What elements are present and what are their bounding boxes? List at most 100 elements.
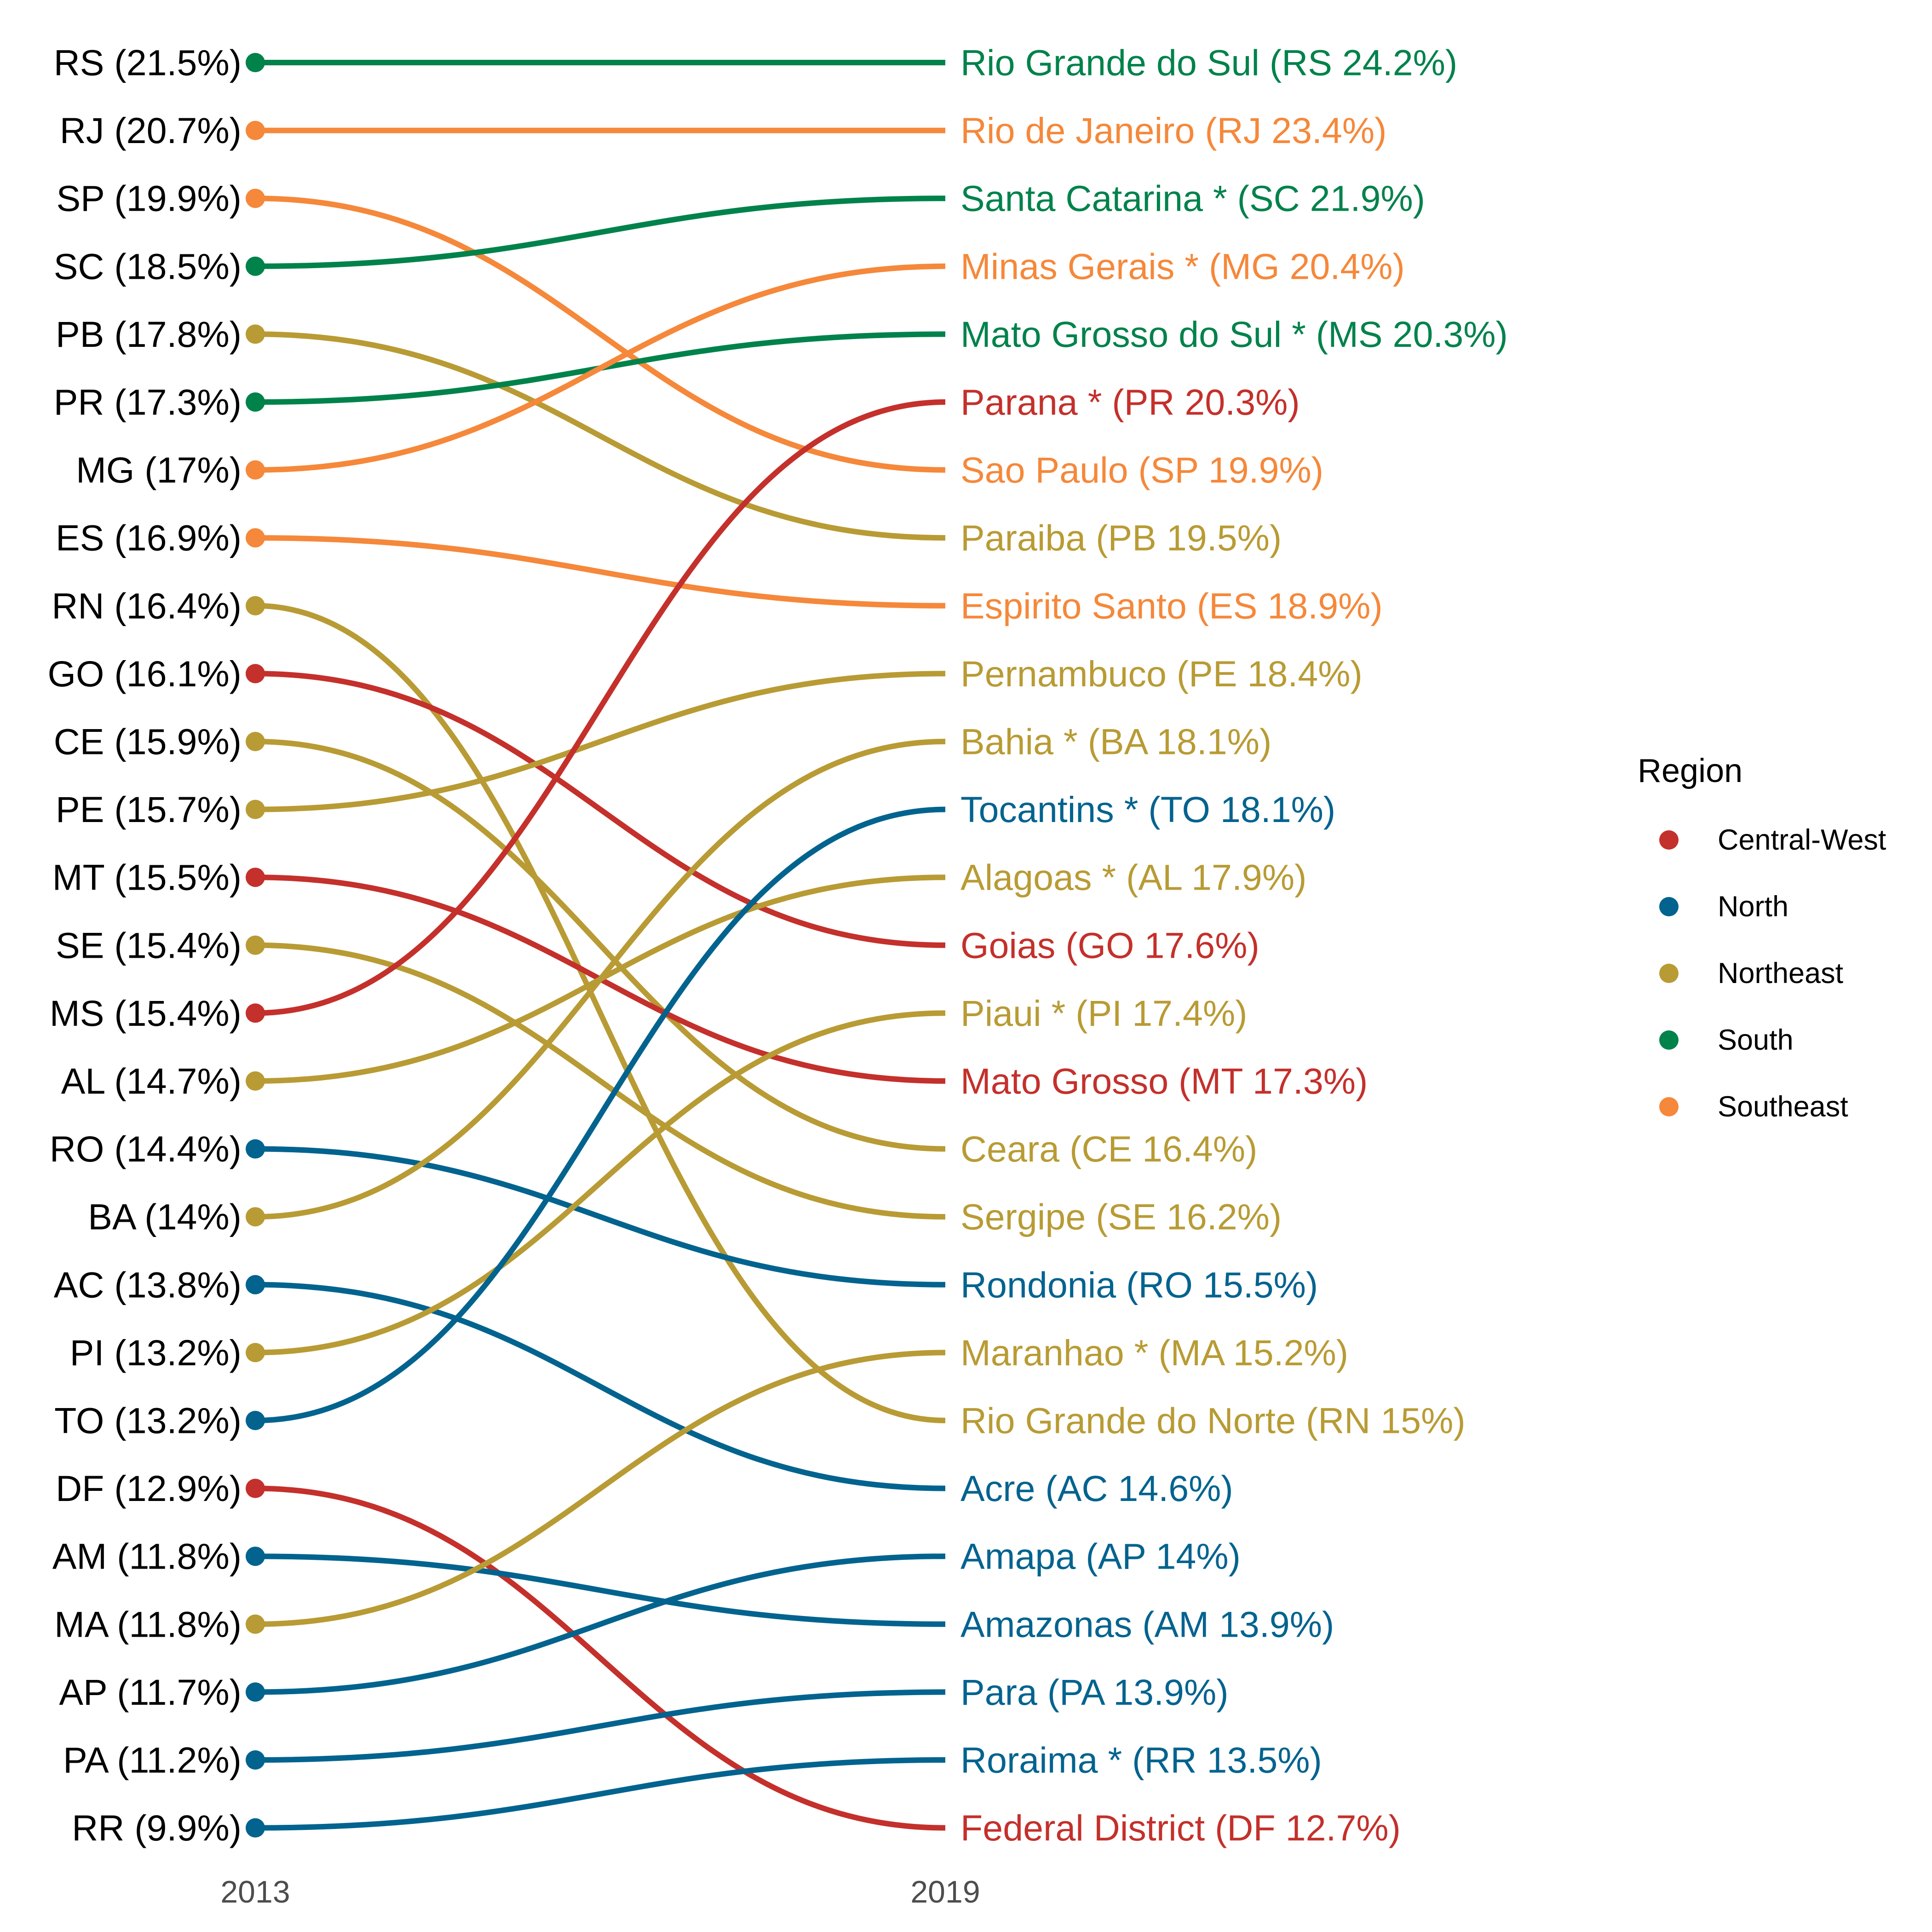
legend-label-northeast: Northeast [1718, 957, 1844, 989]
left-label: BA (14%) [88, 1196, 242, 1237]
left-label: RR (9.9%) [72, 1807, 242, 1848]
series-line-pi [255, 1010, 946, 1356]
series-dots [246, 53, 265, 1838]
right-label: Para (PA 13.9%) [960, 1672, 1229, 1713]
left-label: RJ (20.7%) [60, 110, 242, 151]
left-label: AM (11.8%) [52, 1536, 242, 1577]
right-label: Federal District (DF 12.7%) [960, 1807, 1401, 1848]
series-line-pe [255, 671, 946, 812]
legend-key-northeast [1659, 964, 1679, 983]
legend-label-central-west: Central-West [1718, 824, 1886, 856]
series-line-ms [255, 399, 946, 1016]
series-line-am [255, 1553, 946, 1627]
legend-title: Region [1638, 753, 1742, 789]
left-label: MS (15.4%) [50, 993, 242, 1034]
series-line-se [255, 942, 946, 1220]
point-rn-2013 [246, 596, 265, 615]
series-line-es [255, 535, 946, 609]
series-line-to [255, 806, 946, 1423]
series-line-df [255, 1485, 946, 1831]
right-label: Pernambuco (PE 18.4%) [960, 653, 1363, 694]
legend-label-north: North [1718, 891, 1788, 923]
right-label: Espirito Santo (ES 18.9%) [960, 585, 1383, 626]
right-label: Rio Grande do Sul (RS 24.2%) [960, 42, 1457, 83]
series-line-ba [255, 739, 946, 1220]
left-label: SE (15.4%) [56, 925, 242, 966]
legend: Region Central-West North Northeast South Sou… [1638, 753, 1886, 1123]
left-label: AP (11.7%) [59, 1672, 242, 1713]
point-pr-2013 [246, 392, 265, 412]
point-ro-2013 [246, 1139, 265, 1159]
right-label: Amazonas (AM 13.9%) [960, 1604, 1334, 1644]
left-label: DF (12.9%) [56, 1468, 242, 1509]
right-label: Tocantins * (TO 18.1%) [960, 789, 1335, 830]
series-line-ap [255, 1553, 946, 1695]
legend-label-south: South [1718, 1024, 1794, 1056]
legend-key-central-west [1659, 830, 1679, 850]
left-label: AC (13.8%) [54, 1264, 242, 1305]
x-tick-label-2019: 2019 [910, 1874, 980, 1909]
right-label: Bahia * (BA 18.1%) [960, 721, 1271, 762]
point-to-2013 [246, 1411, 265, 1430]
point-sp-2013 [246, 189, 265, 208]
right-label: Mato Grosso do Sul * (MS 20.3%) [960, 314, 1508, 355]
legend-key-south [1659, 1030, 1679, 1050]
series-line-pa [255, 1689, 946, 1763]
series-line-ac [255, 1282, 946, 1491]
right-label: Sergipe (SE 16.2%) [960, 1196, 1282, 1237]
left-label: RO (14.4%) [50, 1128, 242, 1169]
left-label: SC (18.5%) [54, 246, 242, 287]
left-label: AL (14.7%) [61, 1061, 242, 1102]
point-rs-2013 [246, 53, 265, 72]
right-label: Roraima * (RR 13.5%) [960, 1740, 1322, 1781]
point-al-2013 [246, 1071, 265, 1091]
legend-label-southeast: Southeast [1718, 1091, 1848, 1123]
point-ma-2013 [246, 1614, 265, 1634]
right-label: Rondonia (RO 15.5%) [960, 1264, 1318, 1305]
right-axis-labels: Rio Grande do Sul (RS 24.2%) Rio de Janei… [960, 42, 1508, 1849]
point-df-2013 [246, 1478, 265, 1498]
series-line-mg [255, 263, 946, 473]
point-ac-2013 [246, 1275, 265, 1294]
left-label: TO (13.2%) [54, 1400, 242, 1441]
left-label: PR (17.3%) [54, 382, 242, 423]
series-line-sp [255, 196, 946, 473]
left-label: GO (16.1%) [48, 653, 242, 694]
point-go-2013 [246, 664, 265, 684]
series-line-ma [255, 1350, 946, 1627]
left-label: PB (17.8%) [56, 314, 242, 355]
left-label: PA (11.2%) [63, 1740, 242, 1781]
point-ap-2013 [246, 1682, 265, 1702]
right-label: Ceara (CE 16.4%) [960, 1128, 1257, 1169]
right-label: Piaui * (PI 17.4%) [960, 993, 1248, 1034]
left-label: PI (13.2%) [70, 1332, 242, 1373]
left-label: ES (16.9%) [56, 518, 242, 558]
point-ce-2013 [246, 732, 265, 751]
left-label: RN (16.4%) [52, 585, 242, 626]
point-ms-2013 [246, 1003, 265, 1023]
x-axis: 2013 2019 [220, 1874, 980, 1909]
series-line-sc [255, 196, 946, 269]
left-label: PE (15.7%) [56, 789, 242, 830]
right-label: Amapa (AP 14%) [960, 1536, 1241, 1577]
right-label: Alagoas * (AL 17.9%) [960, 857, 1306, 898]
right-label: Acre (AC 14.6%) [960, 1468, 1233, 1509]
point-pb-2013 [246, 324, 265, 344]
series-line-pb [255, 331, 946, 541]
right-label: Parana * (PR 20.3%) [960, 382, 1300, 423]
left-label: MA (11.8%) [54, 1604, 242, 1644]
left-label: MT (15.5%) [52, 857, 242, 898]
right-label: Mato Grosso (MT 17.3%) [960, 1061, 1368, 1102]
point-rr-2013 [246, 1818, 265, 1838]
right-label: Sao Paulo (SP 19.9%) [960, 449, 1323, 490]
right-label: Minas Gerais * (MG 20.4%) [960, 246, 1405, 287]
series-line-go [255, 671, 946, 948]
legend-key-southeast [1659, 1097, 1679, 1116]
right-label: Maranhao * (MA 15.2%) [960, 1332, 1348, 1373]
series-lines [255, 59, 946, 1831]
series-line-ce [255, 739, 946, 1152]
left-label: CE (15.9%) [54, 721, 242, 762]
legend-key-north [1659, 897, 1679, 916]
right-label: Santa Catarina * (SC 21.9%) [960, 178, 1425, 219]
